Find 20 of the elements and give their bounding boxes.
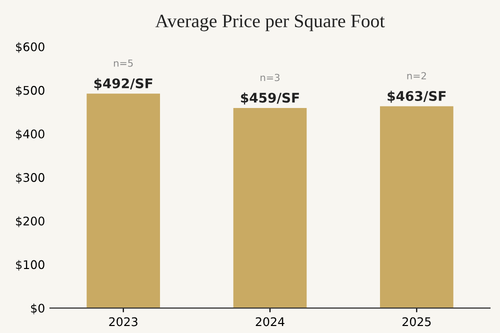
y-tick-label: $0 bbox=[31, 304, 44, 314]
bar bbox=[380, 106, 454, 308]
bar bbox=[86, 94, 160, 308]
y-tick-label: $100 bbox=[16, 260, 44, 271]
annotation: n=2 bbox=[407, 72, 426, 80]
data-label: $492/SF bbox=[94, 78, 152, 90]
data-label: $459/SF bbox=[241, 92, 299, 104]
y-tick-label: $400 bbox=[16, 129, 44, 140]
y-tick-label: $500 bbox=[16, 86, 44, 96]
x-tick-label: 2024 bbox=[256, 317, 284, 326]
y-tick-label: $600 bbox=[16, 42, 44, 53]
y-tick-label: $300 bbox=[16, 172, 44, 184]
x-tick-label: 2023 bbox=[109, 317, 138, 326]
chart-title: Average Price per Square Foot bbox=[155, 14, 385, 32]
y-tick-label: $200 bbox=[16, 216, 44, 228]
bar bbox=[233, 108, 307, 308]
annotation: n=3 bbox=[260, 74, 280, 82]
annotation: n=5 bbox=[114, 60, 133, 67]
x-tick-label: 2025 bbox=[402, 317, 431, 326]
data-label: $463/SF bbox=[388, 90, 446, 103]
